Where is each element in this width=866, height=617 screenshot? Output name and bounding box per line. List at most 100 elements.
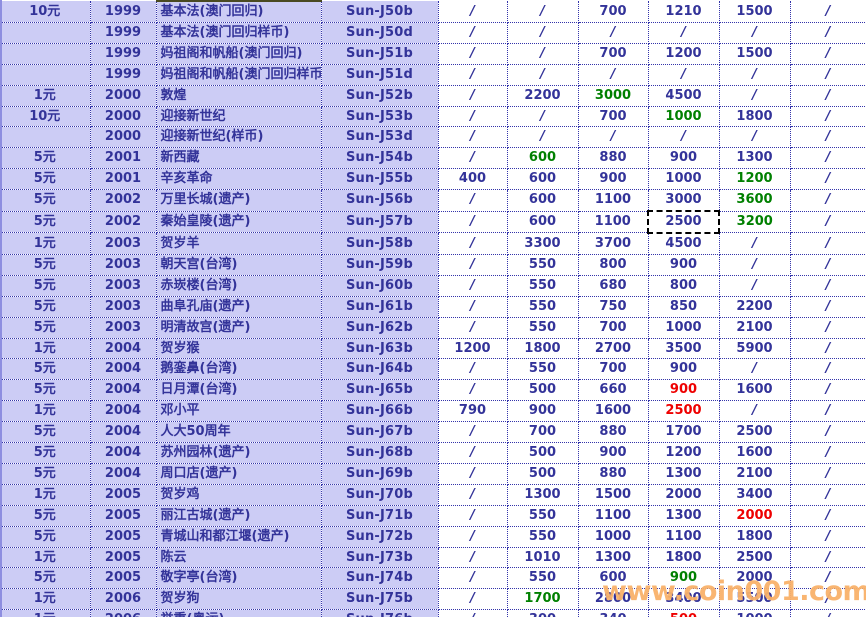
cell-price-2[interactable]: 1300 <box>507 484 579 506</box>
cell-coin-name[interactable]: 陈云 <box>155 547 322 569</box>
cell-year[interactable]: 1999 <box>90 1 157 23</box>
cell-price-2[interactable]: 550 <box>507 254 579 276</box>
cell-price-1[interactable]: / <box>438 147 508 170</box>
cell-price-4[interactable]: 900 <box>648 379 720 402</box>
cell-year[interactable]: 2000 <box>90 106 157 128</box>
cell-price-5[interactable]: 3400 <box>719 484 791 506</box>
cell-year[interactable]: 2003 <box>90 296 157 318</box>
cell-price-1[interactable]: / <box>438 505 508 527</box>
cell-price-4[interactable]: 1000 <box>648 168 720 191</box>
cell-year[interactable]: 2003 <box>90 275 157 297</box>
cell-price-5[interactable]: / <box>719 85 791 107</box>
table-row[interactable]: 5元 2001 新西藏 Sun-J54b / 600 880 900 1300 / <box>0 147 866 170</box>
cell-price-1[interactable]: / <box>438 547 508 569</box>
cell-catalog-code[interactable]: Sun-J60b <box>321 275 439 297</box>
cell-catalog-code[interactable]: Sun-J63b <box>321 338 439 360</box>
cell-catalog-code[interactable]: Sun-J64b <box>321 358 439 381</box>
cell-price-5[interactable]: 2200 <box>719 296 791 318</box>
cell-price-4[interactable]: / <box>648 22 720 44</box>
cell-year[interactable]: 2004 <box>90 358 157 381</box>
cell-catalog-code[interactable]: Sun-J74b <box>321 567 439 590</box>
table-row[interactable]: 2000 迎接新世纪(样币) Sun-J53d / / / / / / <box>0 126 866 149</box>
cell-year[interactable]: 2004 <box>90 442 157 464</box>
table-row[interactable]: 5元 2003 明清故宫(遗产) Sun-J62b / 550 700 1000 2100 / <box>0 317 866 339</box>
cell-coin-name[interactable]: 明清故宫(遗产) <box>155 317 322 339</box>
cell-year[interactable]: 2002 <box>90 189 157 212</box>
cell-price-1[interactable]: / <box>438 296 508 318</box>
cell-price-4[interactable]: 3000 <box>648 189 720 212</box>
cell-price-2[interactable]: 500 <box>507 463 579 485</box>
cell-coin-name[interactable]: 贺岁狗 <box>155 588 322 611</box>
cell-price-6[interactable]: / <box>790 211 866 234</box>
cell-price-5[interactable]: 3600 <box>719 189 791 212</box>
cell-year[interactable]: 2002 <box>90 211 157 234</box>
cell-price-2[interactable]: 2200 <box>507 85 579 107</box>
cell-price-1[interactable]: / <box>438 484 508 506</box>
cell-price-6[interactable]: / <box>790 296 866 318</box>
cell-price-1[interactable]: / <box>438 526 508 548</box>
cell-price-3[interactable]: 1100 <box>578 505 649 527</box>
cell-catalog-code[interactable]: Sun-J67b <box>321 421 439 444</box>
cell-price-5[interactable]: 1600 <box>719 379 791 402</box>
cell-price-6[interactable]: / <box>790 168 866 191</box>
cell-price-1[interactable]: / <box>438 43 508 65</box>
table-row[interactable]: 1元 2004 邓小平 Sun-J66b 790 900 1600 2500 / / <box>0 400 866 423</box>
table-row[interactable]: 5元 2002 万里长城(遗产) Sun-J56b / 600 1100 3000 3600 / <box>0 189 866 212</box>
cell-price-5[interactable]: 2000 <box>719 567 791 590</box>
cell-price-2[interactable]: / <box>507 22 579 44</box>
cell-year[interactable]: 1999 <box>90 64 157 86</box>
cell-coin-name[interactable]: 日月潭(台湾) <box>155 379 322 402</box>
cell-price-2[interactable]: / <box>507 126 579 149</box>
cell-price-6[interactable]: / <box>790 22 866 44</box>
cell-price-6[interactable]: / <box>790 64 866 86</box>
cell-denomination[interactable]: 5元 <box>0 567 91 590</box>
table-row[interactable]: 5元 2004 苏州园林(遗产) Sun-J68b / 500 900 1200 1600 / <box>0 442 866 464</box>
cell-catalog-code[interactable]: Sun-J59b <box>321 254 439 276</box>
cell-price-3[interactable]: 700 <box>578 43 649 65</box>
cell-coin-name[interactable]: 万里长城(遗产) <box>155 189 322 212</box>
cell-price-3[interactable]: 700 <box>578 106 649 128</box>
cell-year[interactable]: 2001 <box>90 147 157 170</box>
cell-price-3[interactable]: 1500 <box>578 484 649 506</box>
cell-denomination[interactable]: 1元 <box>0 338 91 360</box>
cell-price-4[interactable]: 900 <box>648 358 720 381</box>
cell-price-3[interactable]: 1100 <box>578 211 649 234</box>
cell-coin-name[interactable]: 贺岁猴 <box>155 338 322 360</box>
cell-price-5[interactable]: 2100 <box>719 463 791 485</box>
cell-price-2[interactable]: 700 <box>507 421 579 444</box>
cell-price-3[interactable]: 880 <box>578 147 649 170</box>
cell-coin-name[interactable]: 苏州园林(遗产) <box>155 442 322 464</box>
cell-catalog-code[interactable]: Sun-J70b <box>321 484 439 506</box>
cell-price-4[interactable]: 850 <box>648 296 720 318</box>
cell-catalog-code[interactable]: Sun-J55b <box>321 168 439 191</box>
table-row[interactable]: 5元 2003 曲阜孔庙(遗产) Sun-J61b / 550 750 850 2200 / <box>0 296 866 318</box>
cell-price-2[interactable]: / <box>507 1 579 23</box>
cell-coin-name[interactable]: 鹅銮鼻(台湾) <box>155 358 322 381</box>
cell-price-3[interactable]: 2700 <box>578 338 649 360</box>
cell-coin-name[interactable]: 举重(奥运) <box>155 609 322 617</box>
cell-price-2[interactable]: 1800 <box>507 338 579 360</box>
cell-denomination[interactable]: 5元 <box>0 254 91 276</box>
cell-price-2[interactable]: / <box>507 64 579 86</box>
cell-coin-name[interactable]: 迎接新世纪 <box>155 106 322 128</box>
cell-price-3[interactable]: 1600 <box>578 400 649 423</box>
cell-price-1[interactable]: / <box>438 275 508 297</box>
cell-coin-name[interactable]: 基本法(澳门回归样币) <box>155 22 322 44</box>
cell-price-1[interactable]: / <box>438 126 508 149</box>
cell-price-1[interactable]: / <box>438 1 508 23</box>
cell-price-2[interactable]: 500 <box>507 442 579 464</box>
cell-year[interactable]: 2004 <box>90 400 157 423</box>
cell-year[interactable]: 2005 <box>90 526 157 548</box>
cell-price-5[interactable]: 2500 <box>719 547 791 569</box>
cell-price-6[interactable]: / <box>790 442 866 464</box>
cell-denomination[interactable]: 5元 <box>0 505 91 527</box>
cell-price-1[interactable]: / <box>438 609 508 617</box>
table-row[interactable]: 5元 2003 赤崁楼(台湾) Sun-J60b / 550 680 800 / / <box>0 275 866 297</box>
cell-price-4[interactable]: 1200 <box>648 43 720 65</box>
cell-price-3[interactable]: 1000 <box>578 526 649 548</box>
cell-denomination[interactable]: 5元 <box>0 421 91 444</box>
cell-catalog-code[interactable]: Sun-J73b <box>321 547 439 569</box>
cell-price-3[interactable]: 880 <box>578 421 649 444</box>
table-row[interactable]: 1999 基本法(澳门回归样币) Sun-J50d / / / / / / <box>0 22 866 44</box>
cell-price-3[interactable]: / <box>578 126 649 149</box>
